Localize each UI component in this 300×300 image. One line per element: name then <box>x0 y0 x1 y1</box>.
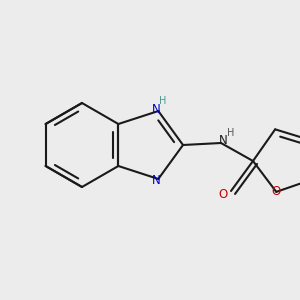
Text: H: H <box>159 96 166 106</box>
Text: N: N <box>219 134 227 148</box>
Text: O: O <box>272 185 281 198</box>
Text: N: N <box>152 175 161 188</box>
Text: H: H <box>227 128 235 138</box>
Text: O: O <box>218 188 228 202</box>
Text: N: N <box>152 103 161 116</box>
